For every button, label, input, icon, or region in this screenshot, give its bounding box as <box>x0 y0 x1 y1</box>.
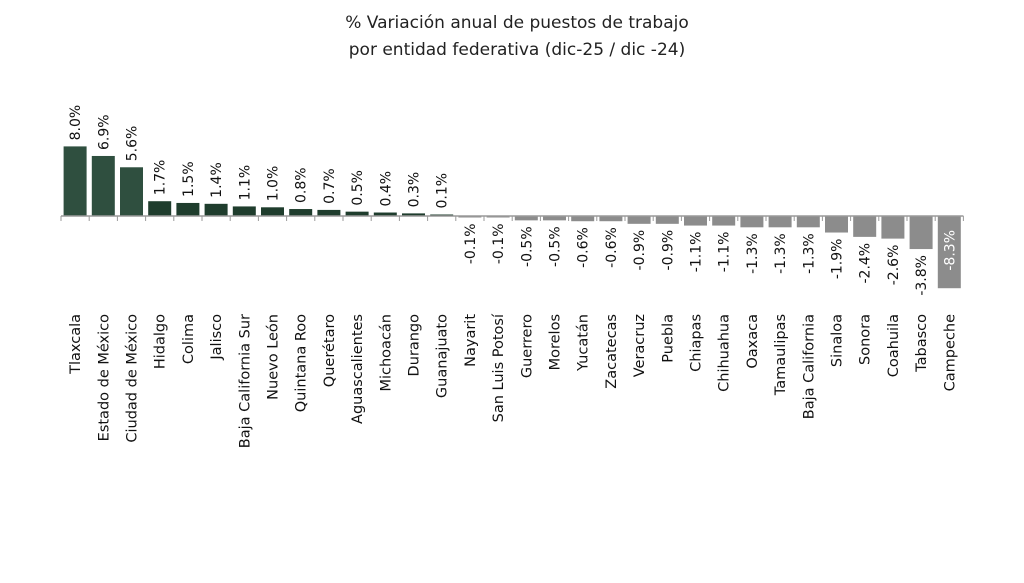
bar <box>937 216 961 289</box>
category-label: Michoacán <box>378 314 394 392</box>
bar <box>402 213 425 216</box>
category-label: Ciudad de México <box>125 314 141 443</box>
bar <box>345 211 369 216</box>
value-label: -1.1% <box>689 232 705 273</box>
value-label: -0.5% <box>519 226 535 267</box>
value-label: -0.9% <box>632 230 648 271</box>
bar <box>796 216 820 228</box>
category-label: Hidalgo <box>153 314 169 369</box>
bar <box>63 146 87 216</box>
bar <box>627 216 651 224</box>
value-label: -0.1% <box>463 224 479 265</box>
category-label: Chihuahua <box>717 314 733 392</box>
value-label: 0.4% <box>378 171 394 207</box>
category-label: Colima <box>181 314 197 364</box>
value-label: -8.3% <box>942 230 958 271</box>
category-label: Nuevo León <box>266 314 282 400</box>
bar <box>571 216 595 222</box>
value-label: -0.9% <box>660 230 676 271</box>
bar <box>91 155 115 216</box>
value-label: 1.4% <box>209 162 225 198</box>
value-label: 0.1% <box>435 173 451 209</box>
value-label: 8.0% <box>68 105 84 141</box>
bar <box>204 203 228 216</box>
category-label: Guanajuato <box>435 314 451 398</box>
category-label: Veracruz <box>632 314 648 377</box>
value-label: 1.1% <box>237 165 253 201</box>
value-label: 6.9% <box>96 114 112 150</box>
category-label: Tabasco <box>914 314 930 373</box>
category-label: Quintana Roo <box>294 314 310 412</box>
value-label: 0.3% <box>407 172 423 208</box>
value-label: 1.5% <box>181 161 197 197</box>
bar <box>176 202 200 216</box>
bar <box>825 216 848 233</box>
category-label: Jalisco <box>209 314 225 361</box>
category-label: Aguascalientes <box>350 314 366 424</box>
category-label: San Luis Potosí <box>491 313 507 422</box>
category-label: Yucatán <box>576 314 592 372</box>
category-label: Morelos <box>548 314 564 370</box>
category-label: Campeche <box>942 314 958 391</box>
value-label: -1.9% <box>830 239 846 280</box>
category-labels-group: Tlaxcala Estado de México Ciudad de México… <box>68 313 958 448</box>
category-label: Coahuila <box>886 314 902 377</box>
category-label: Guerrero <box>519 314 535 378</box>
value-label: 0.5% <box>350 170 366 206</box>
bar <box>768 216 792 228</box>
category-label: Nayarit <box>463 314 479 367</box>
bar <box>909 216 933 250</box>
bar <box>373 212 397 216</box>
category-label: Tamaulipas <box>773 314 789 396</box>
value-label: -2.6% <box>886 245 902 286</box>
value-label: -1.3% <box>801 233 817 274</box>
value-label: 1.0% <box>266 166 282 202</box>
bar <box>120 167 143 216</box>
value-label: -3.8% <box>914 255 930 296</box>
value-label: -1.3% <box>745 233 761 274</box>
bar <box>514 216 538 221</box>
value-label: 5.6% <box>125 126 141 162</box>
category-label: Baja California <box>801 314 817 419</box>
category-label: Tlaxcala <box>68 314 84 375</box>
category-label: Sinaloa <box>830 314 846 367</box>
category-label: Zacatecas <box>604 314 620 389</box>
value-label: 1.7% <box>153 160 169 196</box>
category-label: Baja California Sur <box>237 314 253 448</box>
value-label: -0.5% <box>548 226 564 267</box>
value-label: 0.8% <box>294 167 310 203</box>
bar <box>881 216 905 239</box>
value-label: -1.3% <box>773 233 789 274</box>
category-label: Oaxaca <box>745 314 761 369</box>
chart-subtitle: por entidad federativa (dic-25 / dic -24… <box>349 40 685 60</box>
bar <box>543 216 566 221</box>
value-label: 0.7% <box>322 168 338 204</box>
bar <box>740 216 764 228</box>
value-label: -1.1% <box>717 232 733 273</box>
category-label: Durango <box>407 314 423 377</box>
bar <box>232 206 256 216</box>
category-label: Querétaro <box>322 314 338 387</box>
bar <box>148 201 172 216</box>
category-label: Puebla <box>660 314 676 363</box>
category-label: Sonora <box>858 314 874 365</box>
bar <box>289 209 313 216</box>
value-label: -0.6% <box>576 227 592 268</box>
value-label: -2.4% <box>858 243 874 284</box>
bar <box>853 216 877 237</box>
bar <box>261 207 284 216</box>
axis-ticks <box>60 216 964 221</box>
category-label: Estado de México <box>96 314 112 441</box>
bar <box>599 216 623 222</box>
value-label: -0.1% <box>491 224 507 265</box>
category-label: Chiapas <box>689 314 705 372</box>
bar <box>712 216 736 226</box>
bar <box>684 216 707 226</box>
chart-title: % Variación anual de puestos de trabajo <box>345 13 689 33</box>
value-label: -0.6% <box>604 227 620 268</box>
bar <box>655 216 679 224</box>
bar <box>317 209 341 216</box>
value-labels-group: 8.0% 6.9% 5.6% 1.7% 1.5% 1.4% 1.1% 1.0% 0.8% 0.7%… <box>68 105 958 296</box>
